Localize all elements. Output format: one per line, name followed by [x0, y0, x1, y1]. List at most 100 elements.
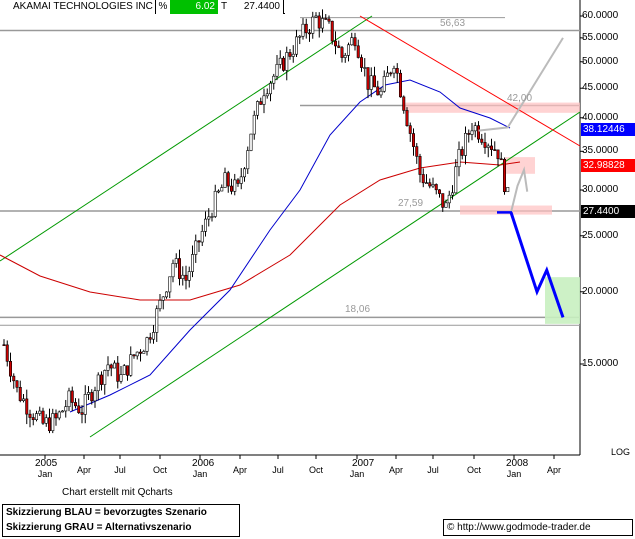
candle-body [272, 75, 276, 84]
support-zone [460, 205, 552, 215]
candle-body [246, 150, 250, 170]
candle-body [421, 174, 425, 184]
candle-body [288, 52, 292, 57]
candle-body [2, 344, 6, 346]
candle-body [200, 231, 204, 243]
y-tick-label: 15.0000 [582, 358, 619, 369]
candle-body [51, 413, 55, 432]
instrument-name: AKAMAI TECHNOLOGIES INC [0, 0, 156, 14]
x-tick-label: Apr [546, 465, 561, 475]
candle-body [454, 166, 458, 194]
x-tick-label: Jul [114, 465, 126, 475]
candle-body [363, 67, 367, 69]
candle-body [233, 179, 237, 192]
x-tick-label: Jul [272, 465, 284, 475]
scenario-blue [509, 211, 565, 318]
candle-body [493, 149, 497, 151]
x-tick-label: Jan [506, 469, 522, 479]
candle-body [398, 72, 402, 98]
candle-body [307, 32, 311, 35]
y-tick-label: 60.0000 [582, 10, 619, 21]
x-tick-label: Oct [308, 465, 323, 475]
x-year-label: 2005 [35, 458, 58, 469]
value-tag: 32.98828 [581, 159, 635, 173]
candle-body [96, 374, 100, 392]
candle-body [405, 110, 409, 126]
candle-body [83, 394, 87, 415]
candle-body [70, 390, 74, 403]
candle-body [402, 96, 406, 111]
candle-body [142, 351, 146, 354]
candle-body [392, 68, 396, 74]
candle-body [441, 193, 445, 208]
candle-body [249, 133, 253, 151]
candle-body [301, 23, 305, 37]
candle-body [93, 390, 97, 402]
candle-body [25, 398, 29, 415]
candle-body [444, 202, 448, 208]
candle-body [262, 95, 266, 105]
candle-body [389, 72, 393, 75]
last-price: 27.4400 [230, 0, 284, 14]
candle-body [366, 67, 370, 90]
value-tag: 27.4400 [581, 205, 635, 219]
candle-body [343, 55, 347, 58]
candle-body [415, 146, 419, 157]
candle-body [268, 82, 272, 95]
candle-body [298, 35, 302, 38]
candle-body [236, 179, 240, 184]
candle-body [12, 375, 16, 382]
candle-body [181, 274, 185, 279]
candle-body [333, 40, 337, 47]
candle-body [194, 240, 198, 255]
candle-body [330, 20, 334, 42]
candle-body [77, 405, 81, 413]
candle-body [460, 149, 464, 156]
candle-body [174, 258, 178, 264]
level-label: 18,06 [345, 304, 371, 316]
t-symbol: T [218, 0, 230, 14]
candle-body [327, 18, 331, 22]
scenario-grey-upper [478, 37, 564, 132]
candle-body [353, 37, 357, 47]
candle-body [291, 53, 295, 57]
plot-area [0, 0, 580, 455]
x-tick-label: Jan [349, 469, 365, 479]
candle-body [275, 64, 279, 77]
candle-body [376, 86, 380, 96]
candle-body [346, 44, 350, 56]
candle-body [148, 337, 152, 340]
y-tick-label: 35.0000 [582, 145, 619, 157]
scenario-legend: Skizzierung BLAU = bevorzugtes Szenario … [2, 504, 240, 537]
candle-body [139, 351, 143, 354]
level-label: 56,63 [440, 17, 466, 29]
x-tick-label: Jan [37, 469, 53, 479]
candle-body [317, 15, 321, 29]
candle-body [496, 149, 500, 160]
candle-body [255, 101, 259, 116]
downtrend-line [359, 15, 581, 147]
candle-body [184, 274, 188, 281]
x-tick-label: Apr [388, 465, 403, 475]
candle-body [197, 240, 201, 243]
candle-body [470, 130, 474, 135]
candle-body [28, 413, 32, 418]
candle-body [434, 184, 438, 191]
y-tick-label: 25.0000 [582, 229, 619, 241]
x-tick-label: Apr [232, 465, 247, 475]
candle-body [294, 36, 298, 55]
candle-body [473, 125, 477, 132]
candle-body [213, 190, 217, 217]
candle-body [132, 354, 136, 357]
candle-body [18, 387, 22, 401]
y-tick-label: 45.0000 [582, 82, 619, 94]
candle-body [21, 398, 25, 401]
candle-body [243, 168, 247, 178]
candle-body [411, 133, 415, 147]
candle-body [204, 218, 208, 232]
website-link[interactable]: © http://www.godmode-trader.de [443, 519, 633, 536]
candle-body [38, 410, 42, 414]
candle-body [340, 47, 344, 58]
candle-body [74, 402, 78, 407]
